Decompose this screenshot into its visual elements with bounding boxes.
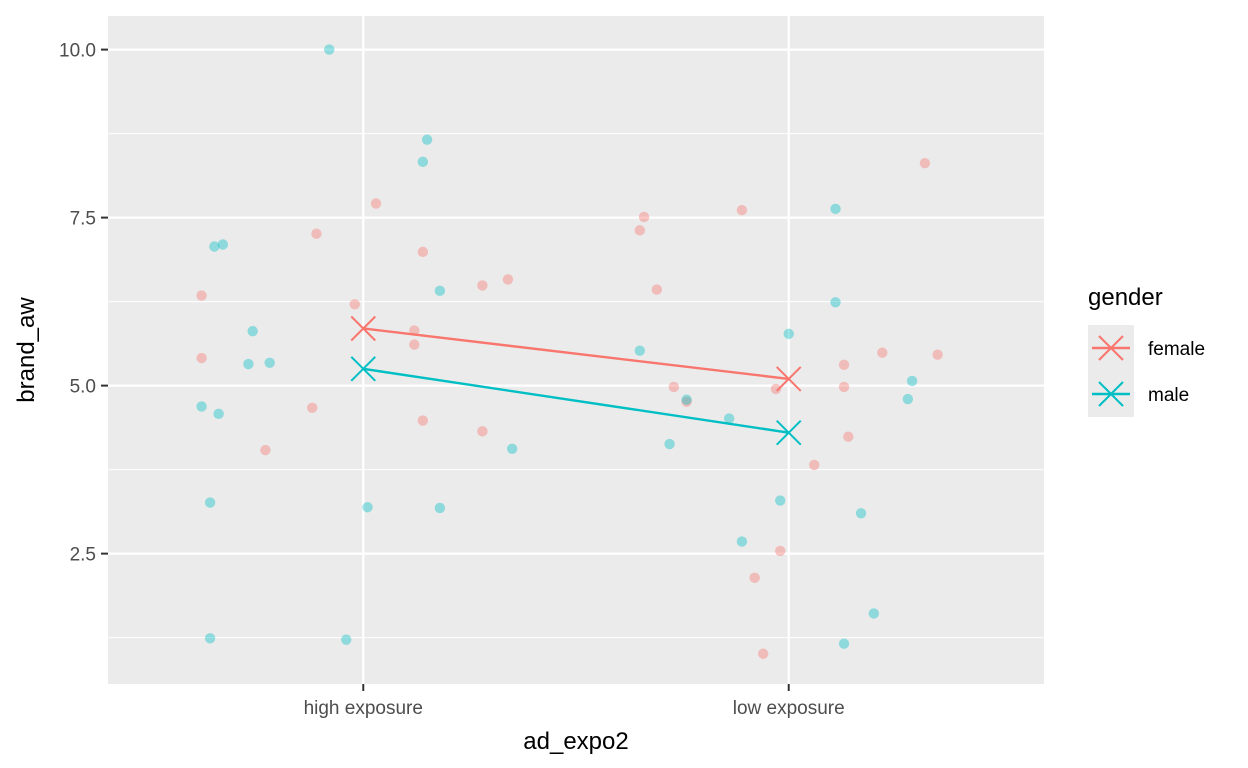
legend-marker-female bbox=[1098, 335, 1124, 361]
y-tick-label: 2.5 bbox=[70, 545, 96, 566]
data-point-male bbox=[264, 357, 275, 368]
mean-lines bbox=[350, 315, 802, 446]
data-point-male bbox=[217, 239, 229, 250]
data-point-male bbox=[341, 634, 352, 645]
data-point-male bbox=[830, 203, 841, 215]
data-point-female bbox=[417, 246, 429, 258]
data-point-female bbox=[770, 383, 782, 395]
data-point-male bbox=[421, 134, 433, 145]
data-point-female bbox=[311, 228, 322, 239]
data-point-male bbox=[868, 608, 880, 619]
mean-marker-male bbox=[776, 419, 802, 446]
data-point-female bbox=[758, 648, 769, 659]
mean-marker-female bbox=[776, 366, 802, 392]
x-tick-label: high exposure bbox=[304, 698, 423, 719]
data-point-female bbox=[775, 545, 786, 557]
y-tick-label: 7.5 bbox=[70, 209, 96, 230]
data-point-male bbox=[204, 497, 216, 508]
legend-title: gender bbox=[1088, 284, 1163, 311]
mean-marker-male bbox=[350, 356, 376, 382]
data-point-male bbox=[324, 44, 335, 55]
data-point-female bbox=[932, 349, 943, 360]
legend-key-female bbox=[1092, 335, 1130, 361]
data-point-female bbox=[477, 426, 488, 437]
axes: 2.5 5.0 7.5 10.0 high exposure low exposure bbox=[59, 41, 845, 719]
data-point-female bbox=[409, 339, 420, 350]
x-axis-title: ad_expo2 bbox=[523, 728, 628, 755]
data-point-female bbox=[877, 347, 888, 358]
data-point-female bbox=[736, 205, 748, 216]
data-point-female bbox=[838, 359, 850, 370]
y-tick-label: 5.0 bbox=[70, 377, 96, 398]
major-gridlines bbox=[108, 16, 1044, 684]
data-point-male bbox=[417, 156, 429, 168]
data-point-female bbox=[196, 352, 207, 364]
data-point-male bbox=[209, 241, 220, 252]
data-point-male bbox=[434, 285, 446, 297]
data-point-male bbox=[634, 345, 646, 356]
legend-label-male: male bbox=[1148, 385, 1189, 406]
data-point-male bbox=[362, 502, 373, 513]
data-point-female bbox=[681, 396, 692, 407]
data-point-male bbox=[506, 443, 518, 454]
data-point-male bbox=[664, 438, 675, 450]
y-axis-title: brand_aw bbox=[13, 297, 40, 403]
data-point-female bbox=[477, 280, 488, 291]
data-point-male bbox=[434, 502, 446, 514]
data-point-female bbox=[651, 284, 663, 295]
mean-line-female bbox=[363, 327, 789, 381]
mean-marker-female bbox=[350, 315, 376, 342]
legend: gender female male bbox=[1088, 284, 1205, 417]
y-tick-label: 10.0 bbox=[59, 41, 96, 62]
panel-background bbox=[108, 16, 1044, 684]
data-point-female bbox=[349, 299, 360, 310]
data-point-male bbox=[243, 358, 254, 370]
data-point-male bbox=[736, 536, 748, 547]
data-point-female bbox=[838, 381, 850, 393]
legend-marker-male bbox=[1098, 381, 1124, 407]
legend-label-female: female bbox=[1148, 339, 1205, 360]
data-point-female bbox=[196, 290, 207, 301]
data-point-male bbox=[830, 297, 841, 308]
data-point-male bbox=[247, 325, 258, 337]
data-point-female bbox=[502, 274, 514, 285]
data-point-male bbox=[213, 408, 224, 420]
data-point-male bbox=[204, 633, 216, 644]
minor-gridlines bbox=[108, 133, 1044, 639]
data-point-female bbox=[260, 444, 271, 456]
data-point-male bbox=[855, 508, 867, 519]
data-point-male bbox=[681, 394, 692, 405]
data-point-female bbox=[638, 211, 650, 223]
data-point-female bbox=[634, 225, 646, 236]
data-point-female bbox=[668, 381, 680, 393]
data-point-male bbox=[723, 413, 735, 424]
data-point-female bbox=[809, 459, 820, 471]
data-point-male bbox=[906, 375, 918, 387]
data-point-male bbox=[838, 638, 850, 649]
data-point-female bbox=[307, 402, 318, 413]
legend-key-male bbox=[1092, 381, 1130, 407]
data-point-male bbox=[783, 328, 794, 340]
x-tick-label: low exposure bbox=[733, 698, 845, 719]
data-point-male bbox=[196, 401, 207, 412]
data-point-male bbox=[775, 495, 786, 506]
data-point-male bbox=[902, 393, 914, 405]
data-point-female bbox=[843, 431, 854, 442]
data-point-female bbox=[919, 157, 931, 169]
data-point-female bbox=[370, 198, 382, 209]
data-point-female bbox=[417, 415, 429, 426]
mean-line-male bbox=[363, 367, 789, 434]
data-point-female bbox=[749, 572, 760, 584]
